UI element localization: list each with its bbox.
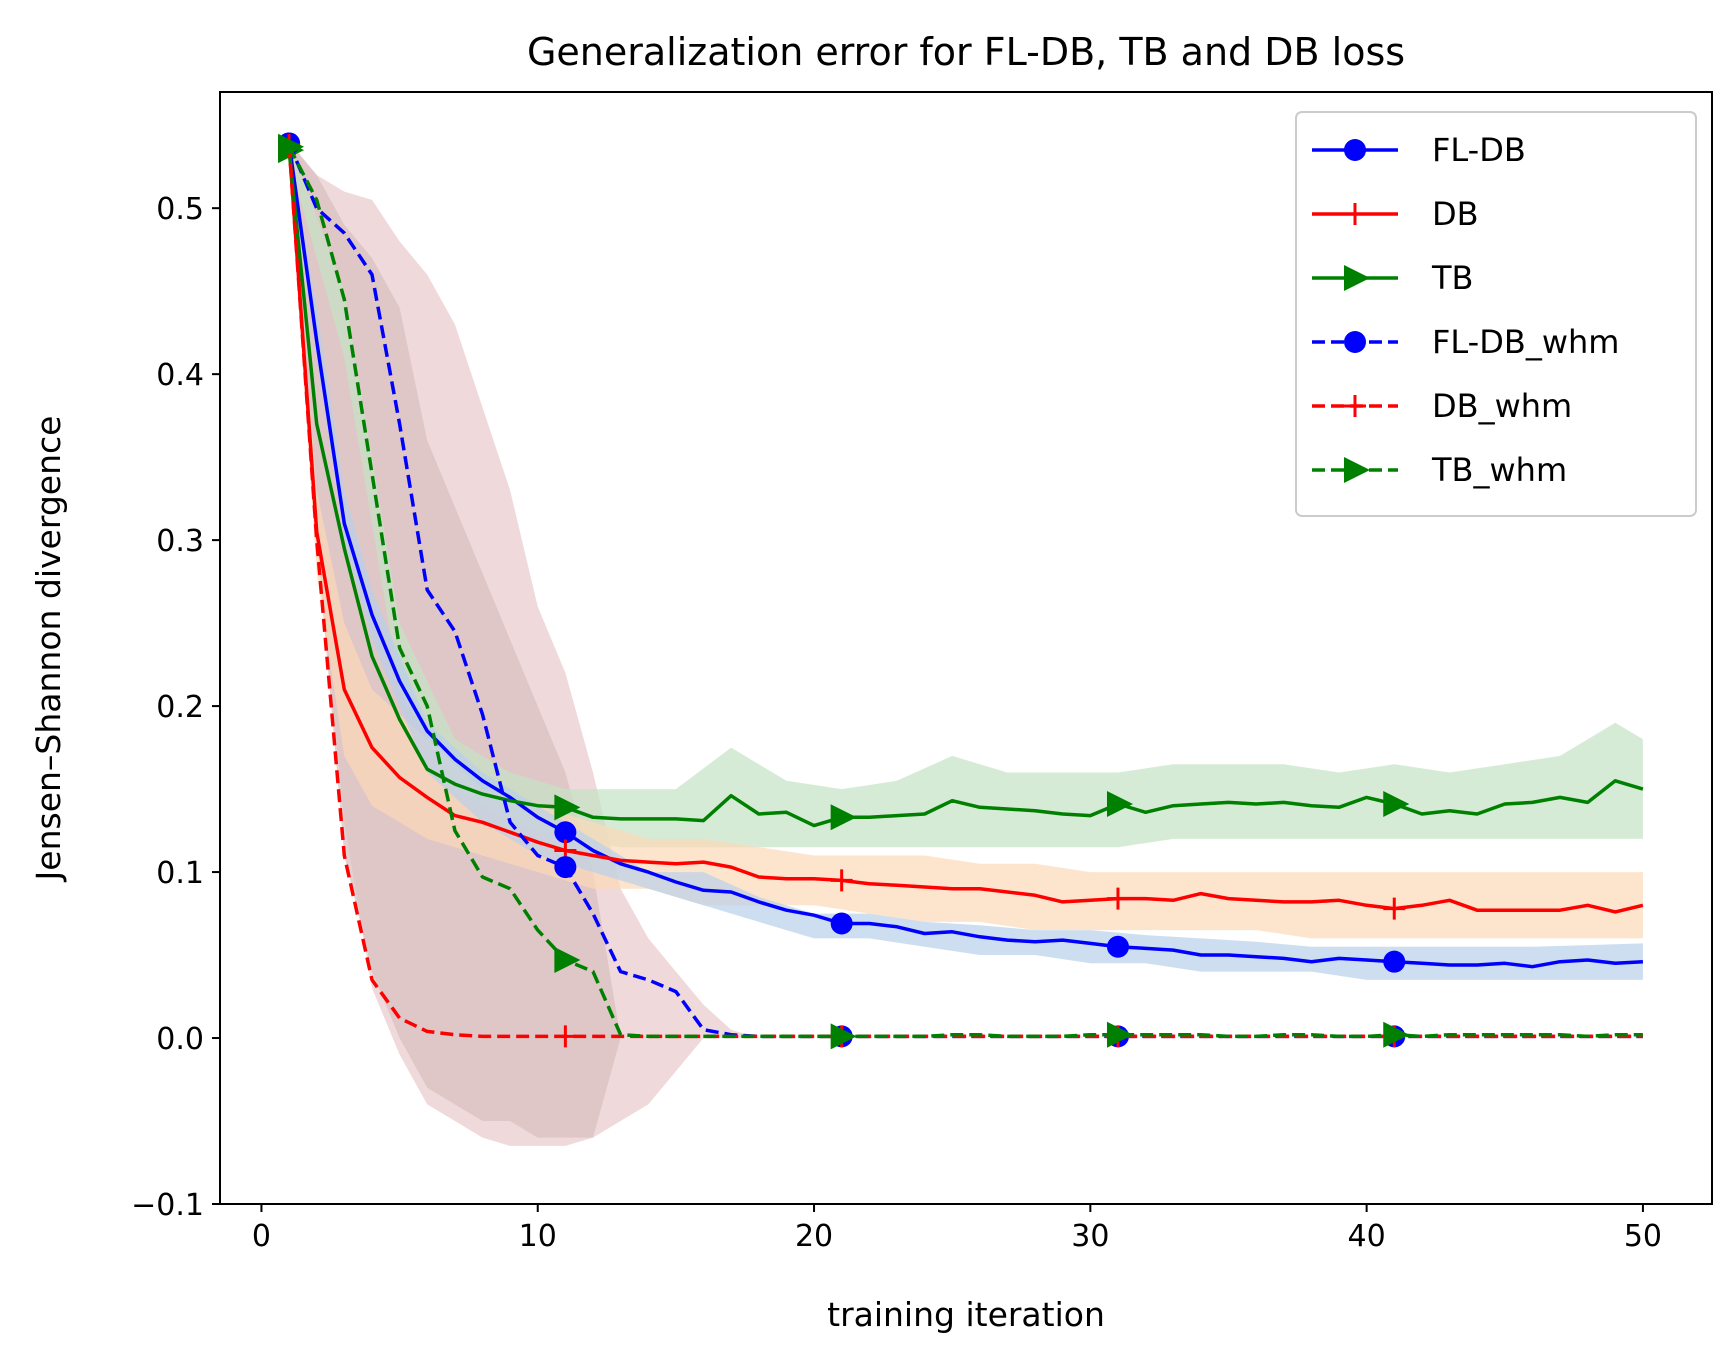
- line-tb: [287, 149, 1644, 828]
- legend-marker-fl-db: [1344, 139, 1366, 161]
- legend-marker-tb-whm: [1344, 457, 1370, 483]
- x-tick-label: 0: [252, 1219, 271, 1254]
- legend-entry-fl-db-whm: FL-DB_whm: [1312, 323, 1619, 361]
- marker-tb-whm: [1383, 1021, 1410, 1048]
- x-axis: 0 10 20 30 40 50: [252, 1204, 1662, 1254]
- legend-label-db: DB: [1432, 195, 1479, 233]
- marker-fl-db: [1383, 950, 1406, 973]
- tb-band: [289, 141, 1643, 848]
- legend-entry-tb: TB: [1312, 259, 1474, 297]
- x-tick-label: 20: [795, 1219, 833, 1254]
- marker-tb-whm: [830, 1023, 857, 1050]
- x-tick-label: 50: [1624, 1219, 1662, 1254]
- marker-db: [1106, 887, 1129, 910]
- legend-label-fl-db-whm: FL-DB_whm: [1432, 323, 1619, 361]
- y-axis: −0.1 0.0 0.1 0.2 0.3 0.4 0.5: [131, 192, 220, 1223]
- legend: FL-DB DB TB FL-DB_whm DB_whm TB_whm: [1295, 111, 1697, 517]
- marker-tb: [830, 804, 857, 831]
- x-axis-title: training iteration: [827, 1295, 1105, 1334]
- marker-db: [1383, 897, 1406, 920]
- series-lines: [278, 132, 1644, 1050]
- plot-area-frame: [219, 91, 1713, 1205]
- marker-db: [830, 869, 853, 892]
- marker-tb-whm: [278, 133, 305, 160]
- y-tick-label: 0.2: [156, 690, 204, 725]
- marker-tb-whm: [1106, 1021, 1133, 1048]
- db-whm-band: [289, 141, 621, 1138]
- y-axis-title: Jensen–Shannon divergence: [29, 416, 68, 883]
- marker-tb-whm: [554, 947, 581, 974]
- marker-fl-db-whm: [554, 856, 577, 879]
- legend-label-fl-db: FL-DB: [1432, 131, 1526, 169]
- y-tick-label: 0.3: [156, 524, 204, 559]
- legend-label-db-whm: DB_whm: [1432, 387, 1572, 425]
- legend-marker-db: [1344, 203, 1366, 225]
- line-tb-whm: [287, 145, 1643, 1039]
- legend-entry-fl-db: FL-DB: [1312, 131, 1526, 169]
- marker-tb: [1106, 791, 1133, 818]
- y-tick-label: 0.0: [156, 1022, 204, 1057]
- legend-entry-tb-whm: TB_whm: [1312, 451, 1567, 489]
- x-tick-label: 30: [1071, 1219, 1109, 1254]
- marker-fl-db: [830, 912, 853, 935]
- legend-marker-db-whm: [1344, 395, 1366, 417]
- y-tick-label: 0.5: [156, 192, 204, 227]
- y-tick-label: −0.1: [131, 1188, 204, 1223]
- legend-entry-db: DB: [1312, 195, 1479, 233]
- marker-tb: [1383, 791, 1410, 818]
- legend-entry-db-whm: DB_whm: [1312, 387, 1572, 425]
- y-tick-label: 0.4: [156, 358, 204, 393]
- x-tick-label: 10: [519, 1219, 557, 1254]
- legend-marker-tb: [1344, 265, 1370, 291]
- line-db: [287, 144, 1644, 914]
- legend-label-tb-whm: TB_whm: [1431, 451, 1567, 489]
- y-tick-label: 0.1: [156, 856, 204, 891]
- x-tick-label: 40: [1348, 1219, 1386, 1254]
- marker-fl-db: [554, 821, 577, 844]
- marker-tb: [554, 794, 581, 821]
- legend-label-tb: TB: [1431, 259, 1474, 297]
- marker-fl-db: [1106, 935, 1129, 958]
- chart-title: Generalization error for FL-DB, TB and D…: [527, 30, 1405, 74]
- confidence-bands: [289, 141, 1643, 1146]
- legend-marker-fl-db-whm: [1344, 331, 1366, 353]
- series-tb-whm: [278, 133, 1643, 1050]
- marker-db-whm: [554, 1025, 577, 1048]
